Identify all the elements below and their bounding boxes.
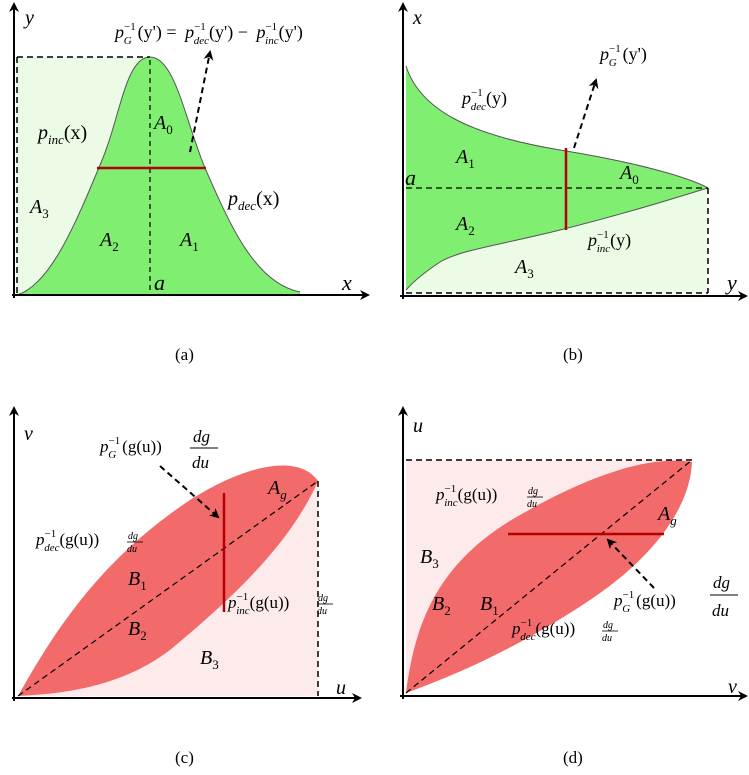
panel-b-curve-bottom	[405, 187, 709, 291]
panel-d-label-pdec-num: dg	[603, 620, 613, 631]
panel-d-label-B1: B1	[480, 593, 499, 618]
panel-c-label-pg-den: du	[192, 453, 209, 472]
panel-c-label-pinc-den: du	[317, 606, 327, 617]
panel-b-label-pg: p−1 G (y')	[598, 43, 647, 69]
panel-d-label-pinc-num: dg	[528, 486, 538, 497]
panel-c-axis-x-label: u	[336, 677, 346, 699]
panel-a-label-pinc: pinc(x)	[36, 122, 87, 147]
panel-c-label-pg-num: dg	[193, 427, 210, 446]
panel-d-caption: (d)	[563, 748, 583, 767]
panel-b-label-A2: A2	[454, 213, 475, 238]
panel-a-label-A3: A3	[28, 196, 49, 221]
panel-d-axis-y-label: u	[413, 415, 423, 437]
panel-b-region	[406, 66, 708, 290]
panel-d-label-pg-num: dg	[713, 573, 730, 592]
panel-a-label-A2: A2	[98, 229, 119, 254]
panel-d: u v p−1 inc(g(u)) dg du p−1 G (g(u)) dg du …	[398, 406, 748, 767]
panel-a-pointer-arrow	[189, 50, 214, 153]
panel-a-shade	[17, 57, 150, 295]
panel-b-marker-label: a	[405, 165, 416, 190]
panel-b-label-pinc: p−1 inc(y)	[586, 229, 631, 255]
panel-b-curve-top	[405, 65, 709, 189]
panel-b-label-A3: A3	[513, 256, 534, 281]
panel-c-label-Ag: Ag	[266, 477, 287, 502]
panel-c-diagonal-dashed	[17, 480, 319, 697]
panel-b-caption: (b)	[563, 345, 583, 364]
panel-c-caption: (c)	[175, 748, 194, 767]
panel-a-equation: p−1 G (y') = p−1 dec(y') − p−1 inc(y')	[113, 21, 303, 47]
panel-a-label-A1: A1	[178, 229, 199, 254]
panel-d-diagonal-dashed	[405, 459, 693, 694]
panel-d-label-pg-den: du	[712, 601, 729, 620]
panel-c-label-pinc: p−1 inc(g(u))	[227, 591, 289, 617]
panel-d-label-pdec-den: du	[602, 633, 612, 644]
panel-b-label-A1: A1	[454, 146, 475, 171]
panel-c: v u p−1 G (g(u)) dg du p−1 dec(g(u)) dg du …	[9, 406, 362, 767]
panel-c-label-B3: B3	[200, 647, 219, 672]
panel-a-label-A0: A0	[152, 112, 173, 137]
panel-a-caption: (a)	[175, 345, 194, 364]
panel-c-label-pdec-num: dg	[128, 531, 138, 542]
panel-c-pointer-arrow	[159, 465, 220, 519]
panel-d-axis-x-label: v	[728, 676, 737, 698]
panel-b: x y a p−1 G (y') p−1 dec(y) p−1 inc(y) A0 A1…	[398, 2, 748, 364]
panel-d-pointer-arrow	[606, 538, 655, 589]
panel-a-axis-x-label: x	[341, 270, 352, 295]
panel-d-label-B2: B2	[432, 593, 451, 618]
panel-d-label-pdec: p−1 dec(g(u))	[511, 617, 575, 643]
panel-c-axis-y-label: v	[24, 423, 33, 445]
panel-c-label-pinc-num: dg	[318, 593, 328, 604]
panel-b-axis-y-label: x	[412, 7, 422, 29]
panel-c-label-B1: B1	[128, 568, 147, 593]
panel-a-marker-label: a	[154, 270, 165, 295]
panel-d-label-pinc: p−1 inc(g(u))	[435, 483, 497, 509]
panel-b-label-pdec: p−1 dec(y)	[460, 87, 507, 113]
panel-a-axis-y-label: y	[23, 7, 34, 29]
panel-c-label-pdec-den: du	[127, 544, 137, 555]
panel-a: y x a p−1 G (y') = p−1 dec(y') − p−1 inc(y')…	[9, 2, 370, 364]
panel-b-label-A0: A0	[618, 162, 639, 187]
panel-d-label-Ag: Ag	[656, 503, 677, 528]
panel-c-label-pg: p−1 G (g(u))	[99, 435, 162, 461]
panel-c-label-B2: B2	[128, 618, 147, 643]
panel-d-label-pg: p−1 G (g(u))	[613, 589, 676, 615]
panel-d-label-pinc-den: du	[527, 499, 537, 510]
panel-b-axis-x-label: y	[725, 270, 737, 295]
panel-c-label-pdec: p−1 dec(g(u))	[35, 528, 99, 554]
panel-a-bell-region	[17, 57, 300, 295]
panel-a-label-pdec: pdec(x)	[226, 188, 279, 213]
panel-d-label-B3: B3	[420, 546, 439, 571]
panel-c-lens-region	[18, 465, 318, 696]
panel-b-pointer-arrow	[573, 78, 599, 149]
panel-a-bell-curve	[16, 56, 301, 296]
